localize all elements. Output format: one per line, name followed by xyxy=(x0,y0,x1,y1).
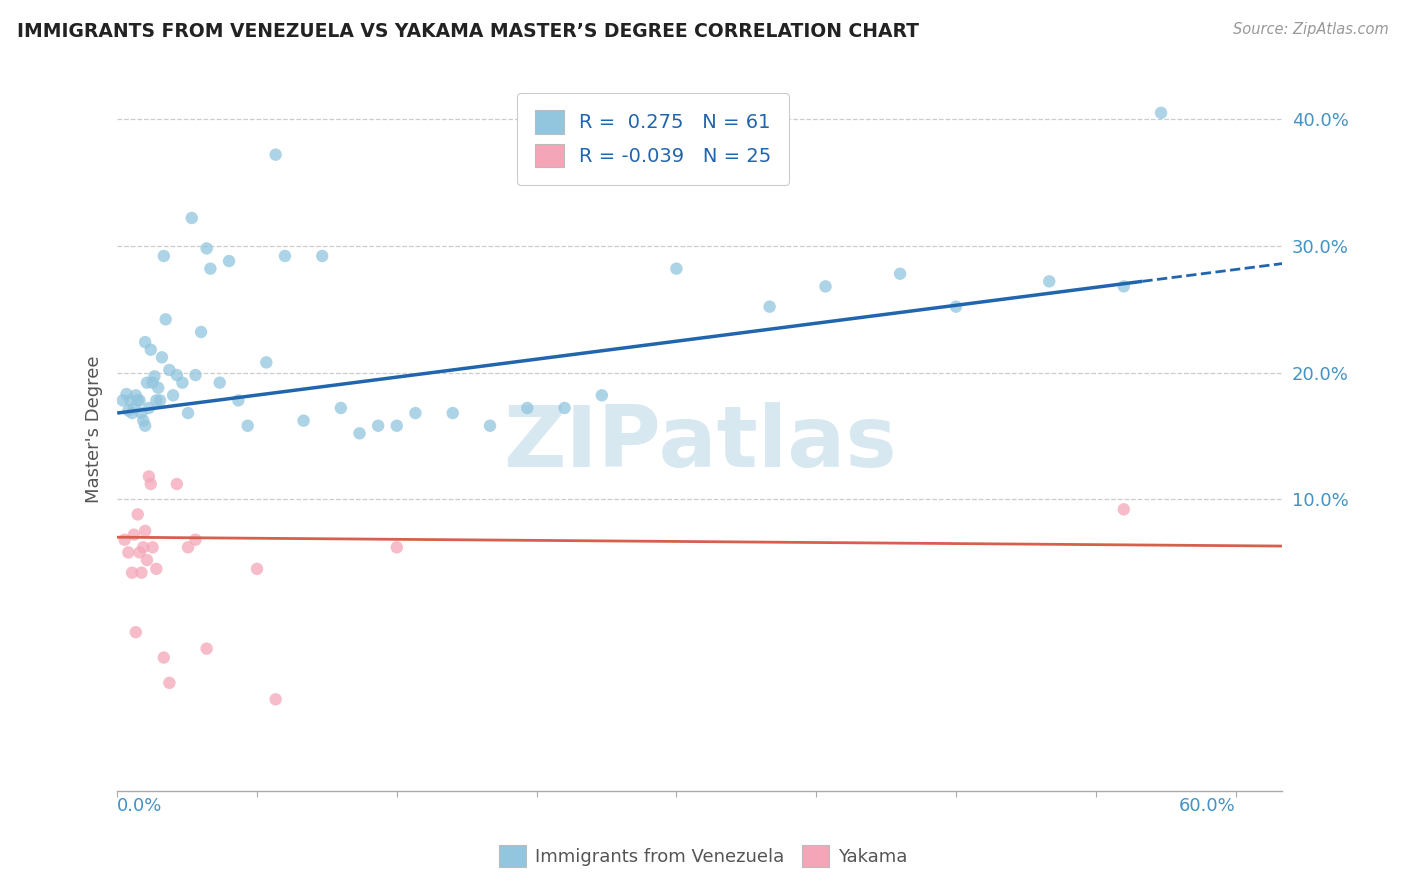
Point xyxy=(117,545,139,559)
Point xyxy=(134,335,156,350)
Point xyxy=(349,426,371,441)
Point xyxy=(136,376,159,390)
Point xyxy=(115,387,138,401)
Point xyxy=(117,403,139,417)
Point xyxy=(184,533,207,547)
Point xyxy=(218,254,240,268)
Point xyxy=(228,393,250,408)
Point xyxy=(814,279,837,293)
Point xyxy=(134,418,156,433)
Text: 60.0%: 60.0% xyxy=(1178,797,1236,815)
Point xyxy=(122,527,145,541)
Point xyxy=(121,566,143,580)
Point xyxy=(157,676,180,690)
Point xyxy=(148,381,170,395)
Point xyxy=(145,562,167,576)
Text: ZIPatlas: ZIPatlas xyxy=(503,402,897,485)
Text: 0.0%: 0.0% xyxy=(117,797,163,815)
Point xyxy=(274,249,297,263)
Point xyxy=(120,393,142,408)
Point xyxy=(143,369,166,384)
Text: IMMIGRANTS FROM VENEZUELA VS YAKAMA MASTER’S DEGREE CORRELATION CHART: IMMIGRANTS FROM VENEZUELA VS YAKAMA MAST… xyxy=(17,22,920,41)
Point xyxy=(127,393,149,408)
Point xyxy=(1038,274,1060,288)
Point xyxy=(208,376,231,390)
Point xyxy=(139,343,162,357)
Point xyxy=(311,249,333,263)
Point xyxy=(292,414,315,428)
Point xyxy=(152,249,174,263)
Point xyxy=(184,368,207,382)
Point xyxy=(889,267,911,281)
Point xyxy=(166,368,188,382)
Point xyxy=(121,406,143,420)
Point xyxy=(591,388,613,402)
Point xyxy=(114,533,136,547)
Point xyxy=(254,355,277,369)
Text: Source: ZipAtlas.com: Source: ZipAtlas.com xyxy=(1233,22,1389,37)
Point xyxy=(136,553,159,567)
Point xyxy=(157,363,180,377)
Point xyxy=(172,376,194,390)
Legend: R =  0.275   N = 61, R = -0.039   N = 25: R = 0.275 N = 61, R = -0.039 N = 25 xyxy=(517,93,789,185)
Point xyxy=(139,477,162,491)
Point xyxy=(180,211,202,225)
Point xyxy=(142,541,165,555)
Point xyxy=(122,401,145,415)
Point xyxy=(145,393,167,408)
Point xyxy=(236,418,259,433)
Point xyxy=(128,545,150,559)
Point xyxy=(190,325,212,339)
Point xyxy=(166,477,188,491)
Point xyxy=(132,541,155,555)
Point xyxy=(152,650,174,665)
Point xyxy=(131,566,153,580)
Point xyxy=(132,414,155,428)
Point xyxy=(385,418,408,433)
Point xyxy=(367,418,389,433)
Point xyxy=(195,241,218,255)
Point xyxy=(264,147,287,161)
Point xyxy=(142,376,165,390)
Point xyxy=(134,524,156,538)
Point xyxy=(329,401,352,415)
Point xyxy=(246,562,269,576)
Point xyxy=(264,692,287,706)
Point xyxy=(1112,502,1135,516)
Point xyxy=(385,541,408,555)
Point xyxy=(111,393,134,408)
Point xyxy=(125,388,148,402)
Point xyxy=(128,393,150,408)
Point xyxy=(162,388,184,402)
Point xyxy=(131,406,153,420)
Point xyxy=(200,261,222,276)
Point xyxy=(479,418,502,433)
Point xyxy=(441,406,464,420)
Point xyxy=(138,469,160,483)
Point xyxy=(554,401,576,415)
Point xyxy=(1112,279,1135,293)
Point xyxy=(155,312,177,326)
Legend: Immigrants from Venezuela, Yakama: Immigrants from Venezuela, Yakama xyxy=(489,836,917,876)
Point xyxy=(177,406,200,420)
Point xyxy=(945,300,967,314)
Point xyxy=(177,541,200,555)
Point xyxy=(665,261,688,276)
Point xyxy=(404,406,426,420)
Point xyxy=(1150,106,1173,120)
Point xyxy=(138,401,160,415)
Y-axis label: Master's Degree: Master's Degree xyxy=(86,356,103,503)
Point xyxy=(150,351,173,365)
Point xyxy=(149,393,172,408)
Point xyxy=(758,300,780,314)
Point xyxy=(125,625,148,640)
Point xyxy=(127,508,149,522)
Point xyxy=(195,641,218,656)
Point xyxy=(516,401,538,415)
